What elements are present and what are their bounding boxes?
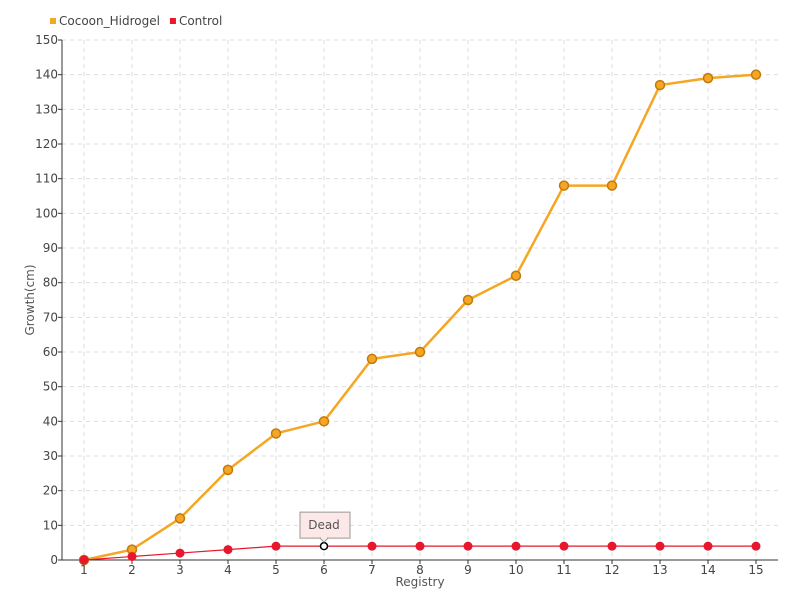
data-point[interactable] bbox=[270, 428, 282, 439]
y-tick-label: 90 bbox=[43, 241, 58, 255]
data-point[interactable] bbox=[127, 552, 137, 562]
data-point[interactable] bbox=[318, 416, 330, 427]
x-tick-label: 15 bbox=[748, 563, 763, 577]
x-tick-label: 4 bbox=[224, 563, 232, 577]
data-point[interactable] bbox=[606, 180, 618, 191]
data-point[interactable] bbox=[654, 79, 666, 91]
data-point[interactable] bbox=[414, 346, 426, 358]
data-point[interactable] bbox=[79, 555, 89, 565]
data-point[interactable] bbox=[510, 270, 522, 281]
y-tick-label: 130 bbox=[35, 102, 58, 116]
data-point[interactable] bbox=[223, 545, 233, 555]
x-tick-label: 9 bbox=[464, 563, 472, 577]
legend-swatch[interactable] bbox=[50, 18, 56, 24]
data-point[interactable] bbox=[271, 541, 281, 551]
x-axis-title: Registry bbox=[395, 575, 444, 589]
data-point[interactable] bbox=[415, 541, 425, 551]
y-tick-label: 40 bbox=[43, 414, 58, 428]
annotations: Dead bbox=[299, 511, 351, 543]
data-point[interactable] bbox=[511, 541, 521, 551]
data-point[interactable] bbox=[462, 294, 474, 306]
y-tick-label: 20 bbox=[43, 484, 58, 498]
y-tick-label: 80 bbox=[43, 276, 58, 290]
x-tick-label: 8 bbox=[416, 563, 424, 577]
data-point[interactable] bbox=[463, 541, 473, 551]
x-tick-label: 10 bbox=[508, 563, 523, 577]
data-point[interactable] bbox=[175, 548, 185, 558]
data-point[interactable] bbox=[558, 180, 570, 191]
data-point[interactable] bbox=[174, 513, 186, 524]
data-point[interactable] bbox=[222, 464, 234, 476]
legend-swatch[interactable] bbox=[169, 18, 176, 24]
y-tick-label: 150 bbox=[35, 33, 58, 47]
y-tick-label: 100 bbox=[35, 206, 58, 220]
y-tick-label: 120 bbox=[35, 137, 58, 151]
grid-lines bbox=[62, 39, 778, 560]
data-point[interactable] bbox=[607, 541, 617, 551]
data-point[interactable] bbox=[655, 541, 665, 551]
x-tick-label: 2 bbox=[128, 563, 136, 577]
annotation-box bbox=[299, 511, 351, 539]
data-point[interactable] bbox=[702, 72, 714, 84]
x-tick-label: 5 bbox=[272, 563, 280, 577]
axes bbox=[58, 39, 778, 564]
x-tick-label: 14 bbox=[700, 563, 715, 577]
y-tick-label: 30 bbox=[43, 449, 58, 463]
annotation-text: Dead bbox=[308, 518, 340, 532]
y-tick-label: 140 bbox=[35, 68, 58, 82]
x-tick-label: 6 bbox=[320, 563, 328, 577]
x-tick-label: 7 bbox=[368, 563, 376, 577]
data-point[interactable] bbox=[367, 541, 377, 551]
data-point[interactable] bbox=[319, 541, 329, 551]
series-lines bbox=[78, 69, 762, 566]
y-tick-label: 10 bbox=[43, 518, 58, 532]
x-tick-label: 12 bbox=[604, 563, 619, 577]
data-point[interactable] bbox=[750, 69, 762, 80]
y-tick-label: 60 bbox=[43, 345, 58, 359]
x-tick-label: 1 bbox=[80, 563, 88, 577]
y-axis-title: Growth(cm) bbox=[23, 264, 37, 335]
y-tick-label: 110 bbox=[35, 172, 58, 186]
data-point[interactable] bbox=[559, 541, 569, 551]
legend-label[interactable]: Cocoon_Hidrogel bbox=[59, 14, 160, 28]
y-tick-label: 50 bbox=[43, 380, 58, 394]
x-tick-label: 11 bbox=[556, 563, 571, 577]
x-tick-label: 13 bbox=[652, 563, 667, 577]
data-point[interactable] bbox=[751, 541, 761, 551]
x-tick-label: 3 bbox=[176, 563, 184, 577]
legend-label[interactable]: Control bbox=[179, 14, 222, 28]
y-tick-label: 70 bbox=[43, 310, 58, 324]
legend[interactable]: Cocoon_Hidrogel Control bbox=[50, 14, 222, 28]
y-tick-label: 0 bbox=[50, 553, 58, 567]
data-point[interactable] bbox=[703, 541, 713, 551]
data-point[interactable] bbox=[366, 353, 378, 365]
